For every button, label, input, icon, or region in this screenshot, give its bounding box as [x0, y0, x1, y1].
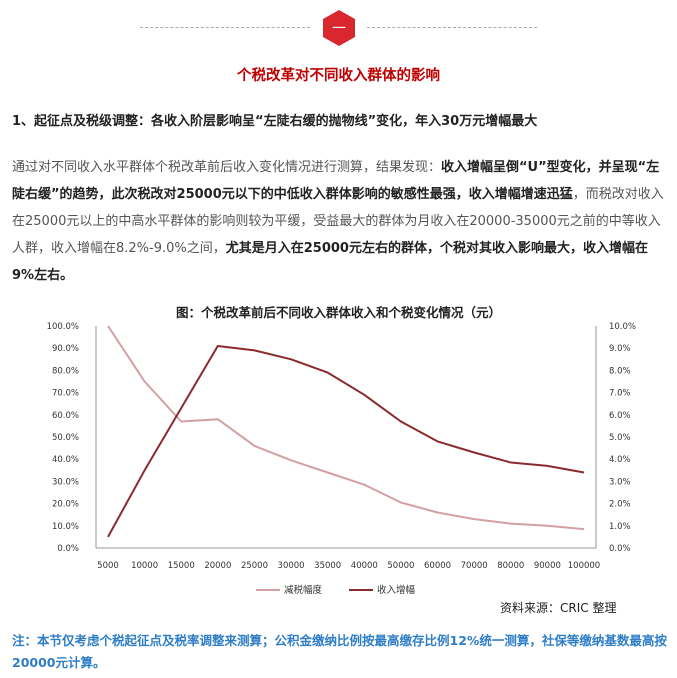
left-tick-label: 80.0% [52, 366, 79, 376]
right-tick-label: 9.0% [609, 344, 631, 354]
left-tick-label: 50.0% [52, 433, 79, 443]
x-tick-label: 20000 [204, 561, 231, 571]
left-tick-label: 10.0% [52, 522, 79, 532]
chart-title: 图：个税改革前后不同收入群体收入和个税变化情况（元） [175, 305, 501, 320]
paragraph-bold-2: 尤其是月入在25000元左右的群体，个税对其收入影响最大，收入增幅在9%左右。 [12, 241, 648, 283]
right-tick-label: 7.0% [609, 389, 631, 399]
x-tick-label: 40000 [351, 561, 378, 571]
badge-number: 一 [332, 21, 346, 37]
right-tick-label: 4.0% [609, 455, 631, 465]
subhead-text: 1、起征点及税级调整：各收入阶层影响呈“左陡右缓的抛物线”变化，年入30万元增幅… [12, 114, 538, 129]
right-tick-label: 5.0% [609, 433, 631, 443]
left-tick-label: 0.0% [57, 544, 79, 554]
x-tick-label: 80000 [497, 561, 524, 571]
left-tick-label: 70.0% [52, 389, 79, 399]
right-dashed-divider [367, 27, 537, 28]
paragraph-part-2: ，而税改对收入在25000元以上的中高水平群体的影响则较为平缓，受益最大的群体为… [12, 187, 664, 256]
x-tick-label: 15000 [168, 561, 195, 571]
x-tick-label: 70000 [461, 561, 488, 571]
left-tick-label: 20.0% [52, 500, 79, 510]
x-tick-label: 50000 [387, 561, 414, 571]
income-change-line-chart: 0.0% 10.0% 20.0% 30.0% 40.0% 50.0% 60.0% 70.0% 8… [47, 322, 636, 596]
left-tick-label: 40.0% [52, 455, 79, 465]
right-tick-label: 6.0% [609, 411, 631, 421]
left-tick-label: 60.0% [52, 411, 79, 421]
left-dashed-divider [140, 27, 310, 28]
right-tick-label: 10.0% [609, 322, 636, 332]
footnote: 注：本节仅考虑个税起征点及税率调整来测算；公积金缴纳比例按最高缴存比例12%统一… [12, 633, 667, 670]
x-tick-label: 60000 [424, 561, 451, 571]
x-tick-label: 10000 [131, 561, 158, 571]
x-tick-label: 25000 [241, 561, 268, 571]
x-tick-label: 35000 [314, 561, 341, 571]
paragraph-part-1: 通过对不同收入水平群体个税改革前后收入变化情况进行测算，结果发现： [12, 160, 442, 175]
right-tick-label: 1.0% [609, 522, 631, 532]
section-badge-header: 一 [0, 0, 677, 50]
hexagon-badge-icon: 一 [323, 10, 355, 46]
x-tick-label: 30000 [278, 561, 305, 571]
x-tick-label: 5000 [97, 561, 119, 571]
right-tick-label: 2.0% [609, 500, 631, 510]
legend-label-2: 收入增幅 [377, 584, 416, 596]
left-tick-label: 30.0% [52, 477, 79, 487]
series-line-1 [107, 325, 585, 531]
analysis-paragraph: 通过对不同收入水平群体个税改革前后收入变化情况进行测算，结果发现：收入增幅呈倒“… [12, 154, 667, 289]
left-tick-label: 100.0% [47, 322, 79, 332]
paragraph-bold-1: 收入增幅呈倒“U”型变化，并呈现“左陡右缓”的趋势，此次税改对25000元以下的… [12, 160, 660, 202]
right-tick-label: 3.0% [609, 477, 631, 487]
right-tick-label: 8.0% [609, 366, 631, 376]
source-text: 资料来源：CRIC 整理 [500, 601, 617, 615]
series-line-2 [107, 345, 585, 538]
left-tick-label: 90.0% [52, 344, 79, 354]
right-tick-label: 0.0% [609, 544, 631, 554]
x-tick-label: 100000 [568, 561, 600, 571]
x-tick-label: 90000 [534, 561, 561, 571]
section-title: 个税改革对不同收入群体的影响 [237, 68, 440, 84]
legend-label-1: 减税幅度 [284, 584, 323, 596]
